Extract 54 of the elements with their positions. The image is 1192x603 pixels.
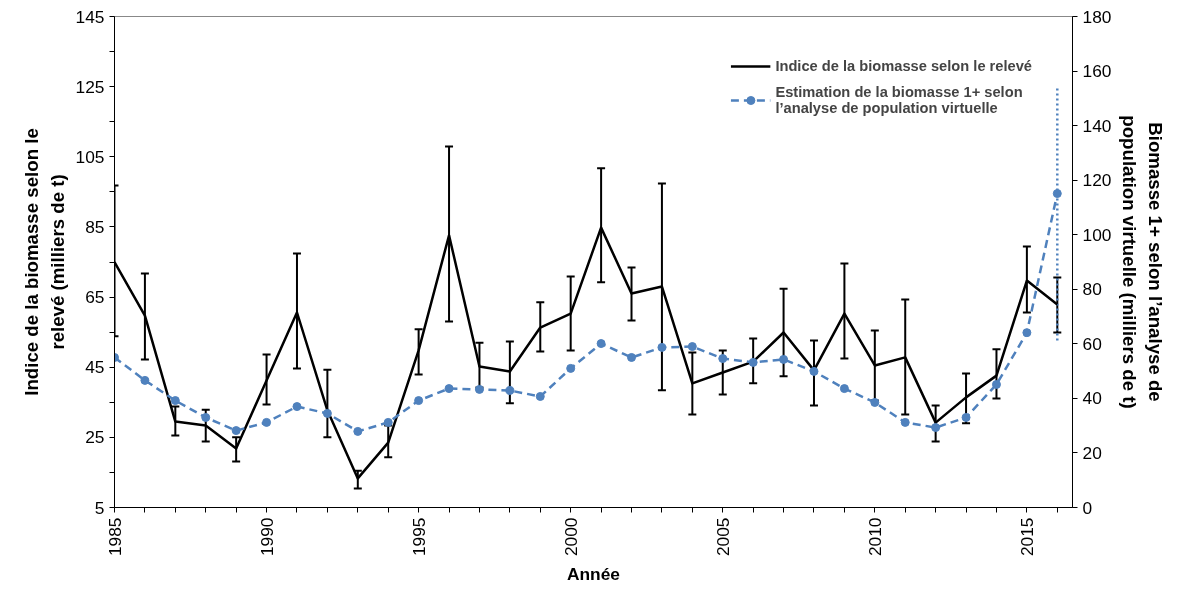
y2-tick-label: 160 [1082,61,1112,82]
point [505,385,515,395]
point [991,379,1001,389]
point [414,396,424,406]
point [353,426,363,436]
point [535,391,545,401]
point [140,375,150,385]
y-tick-label: 5 [94,497,105,518]
legend-label: Indice de la biomasse selon le relevé [775,58,1032,74]
point [322,408,332,418]
y2-tick-label: 180 [1082,6,1112,27]
point [566,363,576,373]
point [748,357,758,367]
y-tick-label: 85 [85,216,105,237]
y-tick-label: 45 [85,357,105,378]
x-tick-label: 2010 [864,517,885,557]
y-tick-label: 105 [75,146,105,167]
x-tick-label: 1990 [256,517,277,557]
y2-tick-label: 20 [1082,442,1102,463]
point [779,354,789,364]
y2-tick-label: 100 [1082,224,1112,245]
point [1022,328,1032,338]
point [839,384,849,394]
y-tick-label: 65 [85,287,105,308]
x-axis-title: Année [567,564,621,585]
point [809,366,819,376]
legend-label: Estimation de la biomasse 1+ selon l’analyse de population virtuelle [775,84,1023,116]
point [262,417,272,427]
y2-tick-label: 140 [1082,115,1112,136]
y2-tick-label: 40 [1082,388,1102,409]
point [718,354,728,364]
point [900,417,910,427]
point [657,342,667,352]
point [627,352,637,362]
y2-tick-label: 80 [1082,279,1102,300]
x-tick-label: 2015 [1016,517,1037,557]
point [931,423,941,433]
y-tick-label: 145 [75,6,105,27]
y-axis-title: Indice de la biomasse selon le relevé (milliers de t) [21,128,68,396]
point [444,384,454,394]
x-tick-label: 1985 [104,517,125,557]
point [1052,189,1062,199]
y-tick-label: 125 [75,76,105,97]
y2-tick-label: 0 [1082,497,1093,518]
y2-tick-label: 120 [1082,170,1112,191]
x-tick-label: 1995 [408,517,429,557]
point [292,402,302,412]
y2-axis-title: Biomasse 1+ selon l’analyse de population virtuelle (milliers de t) [1119,115,1166,409]
x-tick-label: 2000 [560,517,581,557]
point [201,412,211,422]
y-tick-label: 25 [85,427,105,448]
point [596,339,606,349]
y2-tick-label: 60 [1082,333,1102,354]
x-tick-label: 2005 [712,517,733,557]
